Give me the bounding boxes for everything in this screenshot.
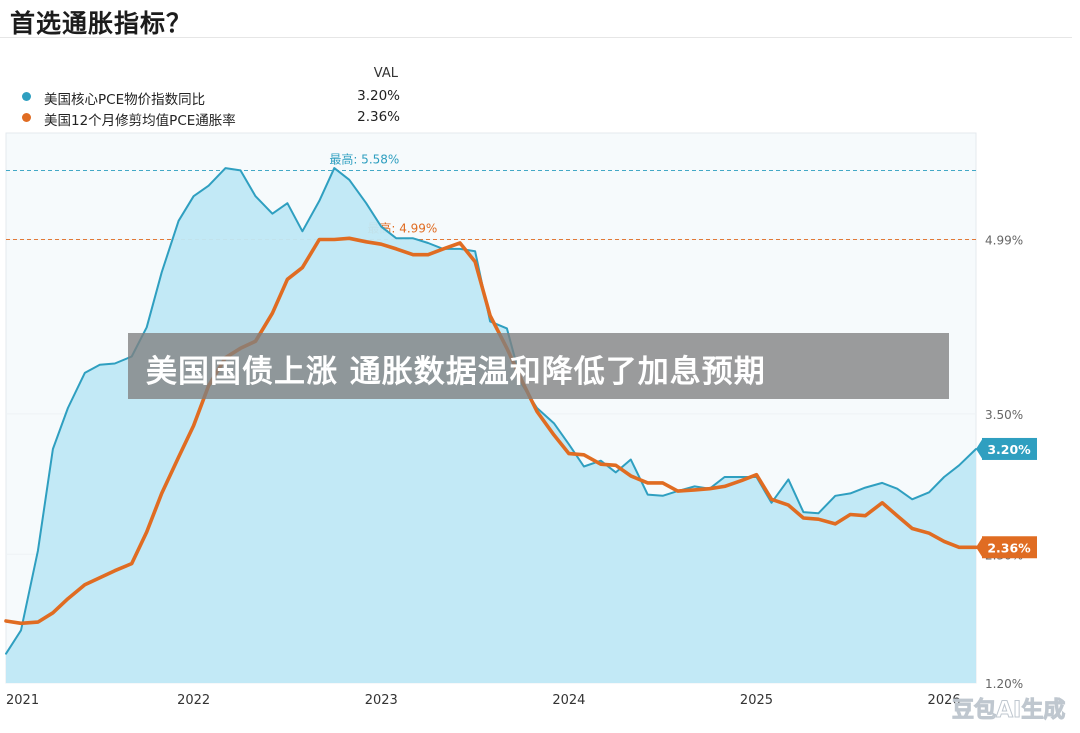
legend: VAL 美国核心PCE物价指数同比 3.20% 美国12个月修剪均值PCE通胀率… <box>0 0 1080 130</box>
legend-dot-core <box>22 92 31 101</box>
title-divider <box>0 37 1072 38</box>
end-badge-pointer <box>976 437 983 460</box>
end-value-label: 3.20% <box>987 442 1031 457</box>
x-tick-label: 2025 <box>740 693 773 708</box>
y-tick-label: 3.50% <box>985 408 1023 422</box>
end-badge <box>982 536 1037 559</box>
end-badge <box>982 437 1037 460</box>
headline-banner: 美国国债上涨 通胀数据温和降低了加息预期 <box>128 333 949 399</box>
legend-item-core-pce[interactable]: 美国核心PCE物价指数同比 3.20% <box>22 88 400 108</box>
y-tick-label: 4.99% <box>985 233 1023 247</box>
end-badge-pointer <box>976 536 983 559</box>
series-line-trimmed-mean <box>4 236 978 626</box>
ai-watermark: 豆包AI生成 <box>951 698 1066 724</box>
legend-item-trimmed-mean[interactable]: 美国12个月修剪均值PCE通胀率 2.36% <box>22 109 400 129</box>
legend-header: VAL <box>373 66 398 81</box>
page-title: 首选通胀指标？ <box>10 9 193 38</box>
legend-label: 美国12个月修剪均值PCE通胀率 <box>44 113 236 129</box>
x-tick-label: 2022 <box>177 693 210 708</box>
legend-value: 2.36% <box>357 109 400 125</box>
y-tick-label: 1.20% <box>985 677 1023 691</box>
end-value-label: 2.36% <box>987 540 1031 555</box>
legend-value: 3.20% <box>357 88 400 104</box>
headline-text: 美国国债上涨 通胀数据温和降低了加息预期 <box>146 354 766 390</box>
series-line-core-pce <box>5 167 977 655</box>
x-tick-label: 2026 <box>928 693 961 708</box>
legend-dot-trimmed <box>22 113 31 122</box>
series-area-core-pce <box>6 168 976 684</box>
max-annotation: 最高: 5.58% <box>329 151 399 166</box>
x-tick-label: 2023 <box>365 693 398 708</box>
x-tick-label: 2021 <box>6 693 39 708</box>
legend-label: 美国核心PCE物价指数同比 <box>44 92 206 108</box>
x-tick-label: 2024 <box>552 693 585 708</box>
